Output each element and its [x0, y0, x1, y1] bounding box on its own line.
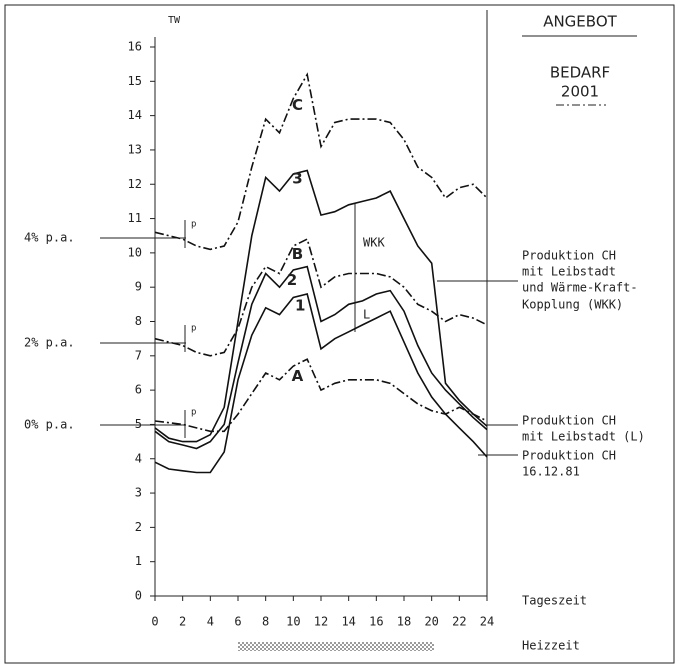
y-tick-label: 7 [135, 348, 142, 362]
y-tick-label: 6 [135, 383, 142, 397]
x-tick-label: 20 [424, 615, 438, 629]
y-tick-label: 14 [128, 108, 142, 122]
x-tick-label: 22 [452, 615, 466, 629]
x-tick-label: 24 [480, 615, 494, 629]
series-line [154, 237, 488, 357]
annotation: Produktion CH [522, 414, 616, 428]
arrow-label: WKK [363, 236, 385, 250]
legend-supply: ANGEBOT [543, 13, 617, 31]
annotation: und Wärme-Kraft- [522, 281, 638, 295]
y-tick-label: 16 [128, 40, 142, 54]
arrow-label: L [363, 308, 370, 322]
x-tick-label: 16 [369, 615, 383, 629]
annotation: mit Leibstadt (L) [522, 430, 645, 444]
series-line [154, 265, 488, 450]
p-label: p [191, 408, 196, 418]
annotation: Kopplung (WKK) [522, 298, 623, 312]
annotation: Produktion CH [522, 249, 616, 263]
series-line [154, 293, 488, 474]
growth-label: 4% p.a. [24, 231, 75, 245]
legend-demand: BEDARF [550, 64, 610, 82]
y-tick-label: 5 [135, 417, 142, 431]
x-tick-label: 2 [179, 615, 186, 629]
series-line [154, 72, 488, 251]
y-tick-label: 15 [128, 74, 142, 88]
y-tick-label: 8 [135, 314, 142, 328]
legend-demand: 2001 [561, 83, 599, 101]
y-tick-label: 11 [128, 211, 142, 225]
y-tick-label: 3 [135, 486, 142, 500]
series-label: 2 [287, 271, 297, 289]
y-tick-label: 10 [128, 245, 142, 259]
p-label: p [191, 324, 196, 334]
x-tick-label: 0 [151, 615, 158, 629]
y-tick-label: 12 [128, 177, 142, 191]
x-tick-label: 10 [286, 615, 300, 629]
x-tick-label: 6 [234, 615, 241, 629]
series-label: A [292, 367, 304, 385]
annotation: mit Leibstadt [522, 265, 616, 279]
frame [4, 4, 675, 664]
y-tick-label: 9 [135, 280, 142, 294]
series-line [154, 358, 488, 433]
y-tick-label: 0 [135, 589, 142, 603]
x-axis-label: Tageszeit [522, 594, 587, 608]
p-label: p [191, 220, 196, 230]
y-tick-label: 13 [128, 142, 142, 156]
series-label: 3 [292, 170, 302, 188]
heating-band [238, 642, 434, 651]
y-tick-label: 2 [135, 520, 142, 534]
x-tick-label: 18 [397, 615, 411, 629]
growth-label: 2% p.a. [24, 336, 75, 350]
x-tick-label: 12 [314, 615, 328, 629]
band-label: Heizzeit [522, 639, 580, 653]
y-tick-label: 1 [135, 554, 142, 568]
series-label: B [292, 245, 303, 263]
x-tick-label: 8 [262, 615, 269, 629]
x-tick-label: 4 [207, 615, 214, 629]
annotation: 16.12.81 [522, 465, 580, 479]
series-label: 1 [295, 297, 305, 315]
y-tick-label: 4 [135, 451, 142, 465]
series-label: C [292, 96, 303, 114]
x-tick-label: 14 [341, 615, 355, 629]
annotation: Produktion CH [522, 449, 616, 463]
growth-label: 0% p.a. [24, 418, 75, 432]
series-line [154, 169, 488, 443]
y-axis-label: TW [168, 15, 181, 26]
